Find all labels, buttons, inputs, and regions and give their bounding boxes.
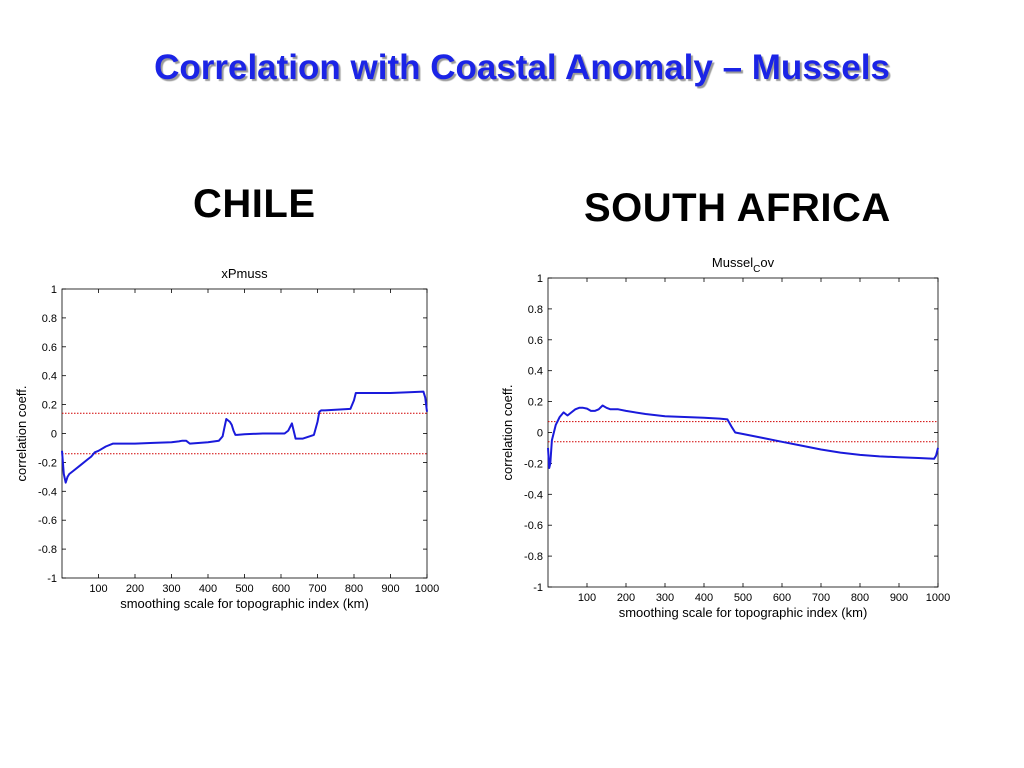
x-tick-label: 900 xyxy=(890,592,908,604)
y-tick-label: 0.8 xyxy=(42,313,57,325)
x-axis-label: smoothing scale for topographic index (k… xyxy=(619,605,868,620)
x-tick-label: 500 xyxy=(235,583,253,595)
y-tick-label: -0.2 xyxy=(38,457,57,469)
y-tick-label: 0.6 xyxy=(528,335,543,347)
x-tick-label: 400 xyxy=(199,583,217,595)
x-tick-label: 1000 xyxy=(415,583,439,595)
chart-title: MusselCov xyxy=(712,255,775,275)
panel-label-south-africa: SOUTH AFRICA xyxy=(584,186,891,230)
plot-frame xyxy=(547,277,939,588)
slide-title: Correlation with Coastal Anomaly – Musse… xyxy=(154,48,890,87)
y-tick-label: 1 xyxy=(537,273,543,285)
x-tick-label: 200 xyxy=(617,592,635,604)
x-tick-label: 900 xyxy=(381,583,399,595)
x-tick-label: 500 xyxy=(734,592,752,604)
y-tick-label: 0.4 xyxy=(528,366,543,378)
y-tick-label: 0 xyxy=(537,428,543,440)
x-tick-label: 700 xyxy=(812,592,830,604)
y-tick-label: -0.8 xyxy=(38,544,57,556)
x-tick-label: 200 xyxy=(126,583,144,595)
y-tick-label: -0.6 xyxy=(38,515,57,527)
y-tick-label: -0.4 xyxy=(524,489,543,501)
y-tick-label: -0.2 xyxy=(524,458,543,470)
y-tick-label: -1 xyxy=(47,573,57,585)
x-tick-label: 800 xyxy=(851,592,869,604)
y-tick-label: -0.4 xyxy=(38,486,57,498)
y-tick-label: 0.2 xyxy=(42,400,57,412)
y-tick-label: 0.2 xyxy=(528,397,543,409)
chart-title-subscript: C xyxy=(753,264,760,275)
x-tick-label: 700 xyxy=(308,583,326,595)
x-tick-label: 300 xyxy=(656,592,674,604)
y-tick-label: 0.8 xyxy=(528,304,543,316)
y-tick-label: -1 xyxy=(533,582,543,594)
y-tick-label: 0.4 xyxy=(42,371,57,383)
x-tick-label: 1000 xyxy=(926,592,950,604)
y-tick-label: -0.8 xyxy=(524,551,543,563)
x-tick-label: 600 xyxy=(773,592,791,604)
panel-label-chile: CHILE xyxy=(193,182,316,226)
y-tick-label: 1 xyxy=(51,284,57,296)
x-tick-label: 400 xyxy=(695,592,713,604)
x-axis-label: smoothing scale for topographic index (k… xyxy=(120,596,369,611)
series-line xyxy=(61,390,428,484)
chart-title-part: ov xyxy=(760,255,774,270)
x-tick-label: 300 xyxy=(162,583,180,595)
y-axis-label: correlation coeff. xyxy=(500,385,515,481)
x-tick-label: 100 xyxy=(578,592,596,604)
x-tick-label: 800 xyxy=(345,583,363,595)
x-tick-label: 600 xyxy=(272,583,290,595)
chart-title-part: Mussel xyxy=(712,255,753,270)
y-tick-label: -0.6 xyxy=(524,520,543,532)
y-tick-label: 0.6 xyxy=(42,342,57,354)
y-tick-label: 0 xyxy=(51,429,57,441)
x-tick-label: 100 xyxy=(89,583,107,595)
series-line xyxy=(547,404,939,469)
chart-title: xPmuss xyxy=(221,266,268,281)
y-axis-label: correlation coeff. xyxy=(14,386,29,482)
